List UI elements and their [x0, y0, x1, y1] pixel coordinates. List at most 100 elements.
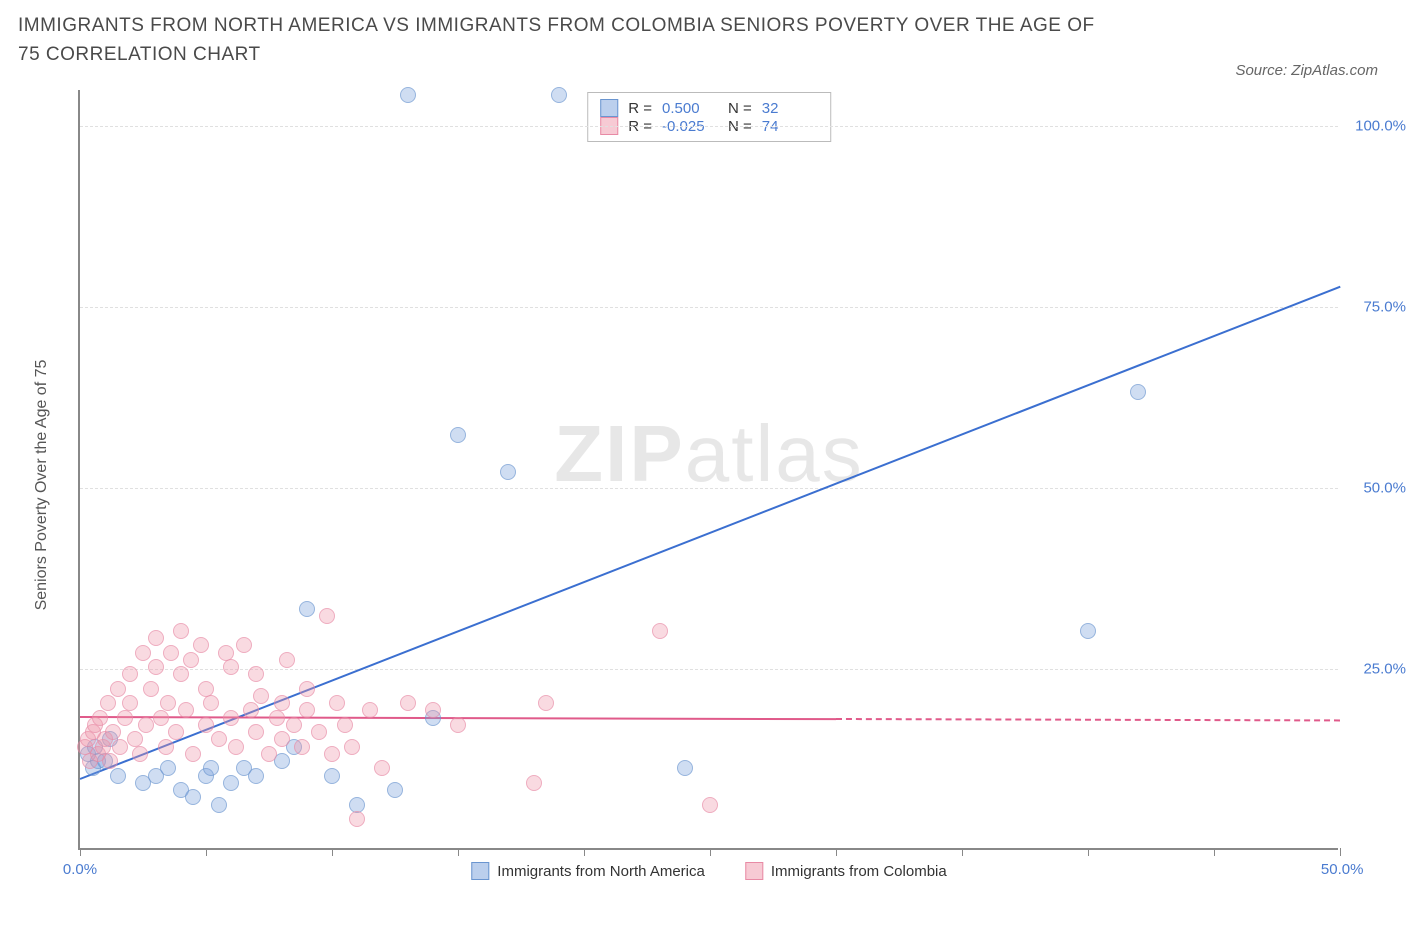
data-point [173, 623, 189, 639]
data-point [236, 637, 252, 653]
y-tick-label: 75.0% [1363, 299, 1406, 316]
legend-swatch [471, 862, 489, 880]
data-point [100, 695, 116, 711]
data-point [261, 746, 277, 762]
data-point [223, 775, 239, 791]
x-tick [80, 848, 81, 856]
legend-r-value: 0.500 [662, 100, 718, 117]
watermark-atlas: atlas [685, 409, 864, 498]
data-point [138, 717, 154, 733]
data-point [324, 746, 340, 762]
data-point [243, 702, 259, 718]
x-tick [206, 848, 207, 856]
legend-row: R =0.500N =32 [600, 99, 818, 117]
data-point [143, 681, 159, 697]
data-point [248, 724, 264, 740]
data-point [319, 608, 335, 624]
data-point [337, 717, 353, 733]
data-point [274, 695, 290, 711]
data-point [223, 659, 239, 675]
data-point [299, 681, 315, 697]
x-tick-label: 50.0% [1321, 861, 1364, 878]
data-point [158, 739, 174, 755]
data-point [248, 666, 264, 682]
gridline [80, 307, 1338, 308]
data-point [135, 645, 151, 661]
x-tick [1214, 848, 1215, 856]
data-point [329, 695, 345, 711]
chart-area: Seniors Poverty Over the Age of 75 ZIPat… [50, 90, 1370, 880]
data-point [269, 710, 285, 726]
data-point [652, 623, 668, 639]
data-point [117, 710, 133, 726]
data-point [211, 731, 227, 747]
data-point [279, 652, 295, 668]
data-point [374, 760, 390, 776]
data-point [102, 753, 118, 769]
data-point [311, 724, 327, 740]
data-point [387, 782, 403, 798]
data-point [400, 87, 416, 103]
data-point [294, 739, 310, 755]
data-point [702, 797, 718, 813]
data-point [183, 652, 199, 668]
data-point [148, 659, 164, 675]
x-tick [1340, 848, 1341, 856]
x-tick [1088, 848, 1089, 856]
x-tick [332, 848, 333, 856]
data-point [110, 768, 126, 784]
data-point [299, 702, 315, 718]
data-point [425, 702, 441, 718]
data-point [132, 746, 148, 762]
y-tick-label: 100.0% [1355, 118, 1406, 135]
data-point [160, 760, 176, 776]
data-point [173, 666, 189, 682]
x-tick [836, 848, 837, 856]
legend-item: Immigrants from Colombia [745, 862, 947, 880]
series-legend: Immigrants from North America Immigrants … [471, 862, 946, 880]
y-tick-label: 25.0% [1363, 661, 1406, 678]
data-point [122, 695, 138, 711]
gridline [80, 126, 1338, 127]
data-point [223, 710, 239, 726]
data-point [178, 702, 194, 718]
data-point [153, 710, 169, 726]
data-point [362, 702, 378, 718]
y-axis-label: Seniors Poverty Over the Age of 75 [33, 360, 51, 611]
x-tick [584, 848, 585, 856]
source-attribution: Source: ZipAtlas.com [1235, 62, 1378, 79]
stats-legend: R =0.500N =32R =-0.025N =74 [587, 92, 831, 142]
data-point [248, 768, 264, 784]
trend-line [836, 718, 1340, 721]
data-point [450, 717, 466, 733]
watermark-zip: ZIP [554, 409, 684, 498]
data-point [203, 760, 219, 776]
data-point [110, 681, 126, 697]
data-point [538, 695, 554, 711]
x-tick-label: 0.0% [63, 861, 97, 878]
legend-r-label: R = [628, 100, 652, 117]
data-point [274, 731, 290, 747]
data-point [203, 695, 219, 711]
trend-line [80, 285, 1341, 779]
legend-item: Immigrants from North America [471, 862, 705, 880]
x-tick [962, 848, 963, 856]
legend-swatch [600, 99, 618, 117]
data-point [122, 666, 138, 682]
legend-label: Immigrants from Colombia [771, 863, 947, 880]
data-point [148, 630, 164, 646]
data-point [1130, 384, 1146, 400]
data-point [92, 710, 108, 726]
data-point [286, 717, 302, 733]
data-point [160, 695, 176, 711]
watermark: ZIPatlas [554, 408, 863, 500]
data-point [228, 739, 244, 755]
legend-label: Immigrants from North America [497, 863, 705, 880]
y-tick-label: 50.0% [1363, 480, 1406, 497]
data-point [677, 760, 693, 776]
data-point [198, 717, 214, 733]
x-tick [710, 848, 711, 856]
gridline [80, 669, 1338, 670]
data-point [450, 427, 466, 443]
data-point [193, 637, 209, 653]
